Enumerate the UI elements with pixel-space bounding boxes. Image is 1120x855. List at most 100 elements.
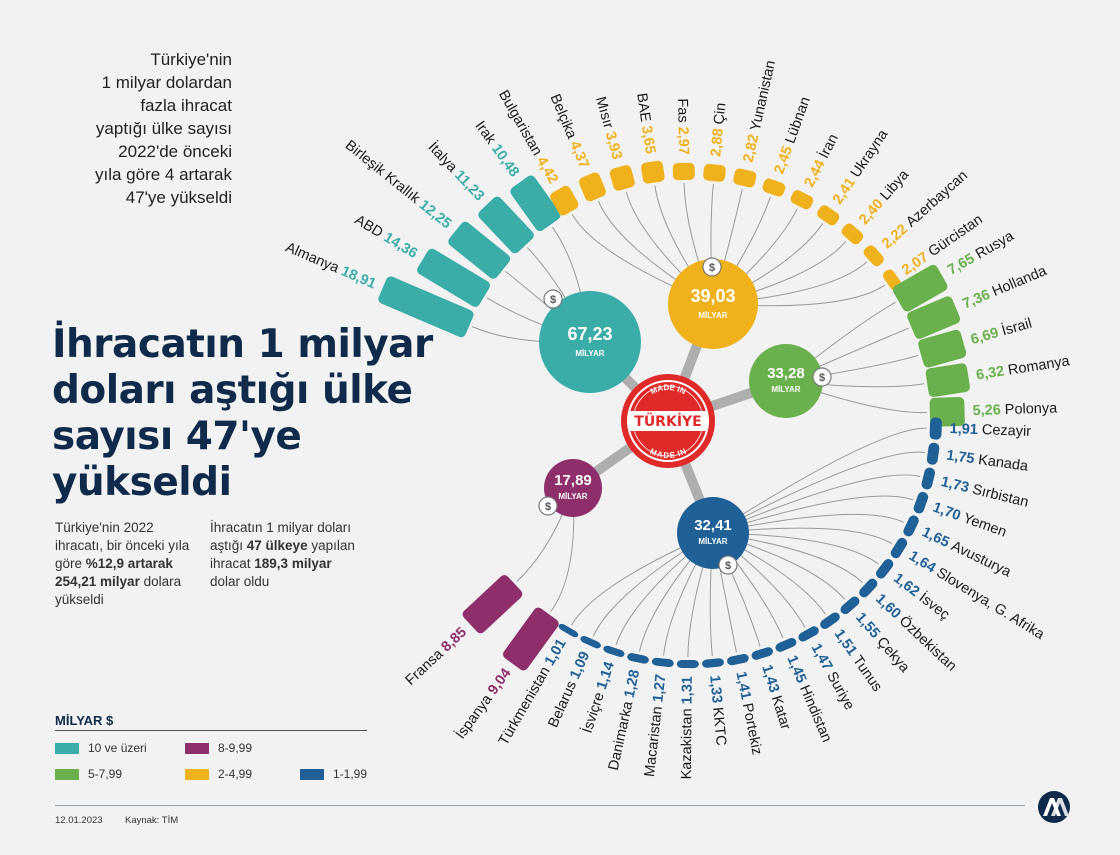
bar-country-label: Macaristan bbox=[642, 701, 666, 777]
top-note-line: yıla göre 4 artarak bbox=[94, 165, 232, 184]
group-total-unit: MİLYAR bbox=[558, 492, 587, 501]
bar bbox=[578, 172, 606, 202]
bar bbox=[892, 264, 948, 312]
bar-country-label: Portekiz bbox=[739, 702, 765, 757]
bar-country-label: Mısır bbox=[592, 95, 617, 134]
bar bbox=[751, 647, 773, 660]
bar bbox=[609, 165, 635, 191]
bar-label: 1,33 KKTC bbox=[706, 674, 729, 746]
bar-country-label: Çin bbox=[711, 102, 729, 125]
legend-swatch bbox=[185, 742, 209, 754]
page-title: İhracatın 1 milyar doları aştığı ülke sa… bbox=[52, 322, 452, 506]
bar bbox=[798, 626, 819, 642]
bar-value-label: 5,26 bbox=[972, 402, 1005, 419]
legend-item: 5-7,99 bbox=[55, 767, 122, 781]
bar-country-label: Fransa bbox=[402, 643, 449, 688]
group-total-circle bbox=[668, 259, 758, 349]
bar bbox=[651, 657, 674, 668]
bar-value-label: 1,41 bbox=[733, 670, 755, 705]
svg-text:$: $ bbox=[550, 294, 556, 306]
bar-label: 1,41 Portekiz bbox=[733, 670, 765, 756]
bar bbox=[859, 578, 878, 598]
bar-country-label: Rusya bbox=[973, 228, 1017, 263]
footer-date: 12.01.2023 bbox=[55, 815, 103, 826]
bar-value-label: 2,88 bbox=[708, 124, 727, 158]
country-count-note: İhracatın 1 milyar doları aştığı 47 ülke… bbox=[210, 520, 355, 589]
bar-value-label: 1,91 bbox=[949, 421, 982, 438]
bar-country-label: Belarus bbox=[545, 675, 581, 730]
bar bbox=[627, 653, 649, 664]
group-total-circle bbox=[544, 459, 602, 517]
bar bbox=[903, 515, 919, 537]
bar bbox=[558, 623, 579, 638]
bar-label: 6,69 İsrail bbox=[968, 314, 1033, 348]
bar-country-label: Belçika bbox=[547, 92, 581, 145]
bar bbox=[378, 276, 474, 338]
bar-group: 2,88 Çin bbox=[703, 102, 729, 182]
bar bbox=[478, 196, 534, 254]
bar-country-label: Azerbaycan bbox=[903, 168, 971, 231]
bar-value-label: 1,73 bbox=[939, 474, 974, 497]
bar bbox=[921, 467, 936, 490]
svg-text:$: $ bbox=[725, 560, 731, 572]
group-total-value: 67,23 bbox=[567, 324, 612, 344]
bar-country-label: Hollanda bbox=[990, 262, 1050, 299]
bar-value-label: 1,31 bbox=[679, 676, 695, 704]
bar-label: İtalya 11,23 bbox=[425, 138, 489, 204]
title-line: doları aştığı ülke bbox=[52, 368, 413, 413]
spoke-line bbox=[712, 474, 921, 534]
bar-value-label: 3,93 bbox=[602, 130, 625, 161]
bar-group: 1,33 KKTC bbox=[702, 658, 729, 746]
group-total: 32,41 MİLYAR bbox=[677, 497, 749, 569]
dollar-coin-icon: $ bbox=[812, 367, 832, 387]
bar-country-label: Slovenya, G. Afrika bbox=[934, 565, 1048, 644]
group-total: 39,03 MİLYAR bbox=[668, 259, 758, 349]
group-total: 67,23 MİLYAR bbox=[539, 291, 641, 393]
bar-value-label: 6,69 bbox=[969, 324, 1004, 348]
group-total-value: 39,03 bbox=[690, 286, 735, 306]
bar bbox=[820, 612, 840, 629]
bar bbox=[703, 163, 726, 182]
bar-label: Belçika 4,37 bbox=[547, 92, 592, 171]
bar bbox=[580, 636, 601, 649]
bar bbox=[926, 442, 940, 465]
legend-swatch bbox=[55, 742, 79, 754]
bar-value-label: 6,32 bbox=[975, 363, 1009, 384]
bar-country-label: Sırbistan bbox=[971, 481, 1030, 510]
bar-value-label: 2,82 bbox=[740, 129, 763, 164]
bar-value-label: 10,48 bbox=[488, 141, 522, 180]
bar-country-label: Suriye bbox=[823, 669, 857, 713]
bar bbox=[913, 491, 929, 514]
bar-label: 1,43 Katar bbox=[758, 663, 793, 732]
bar bbox=[603, 645, 625, 657]
dollar-coin-icon: $ bbox=[718, 555, 738, 575]
legend-swatch bbox=[300, 768, 324, 780]
group-total-unit: MİLYAR bbox=[575, 349, 604, 358]
bar-label: Macaristan 1,27 bbox=[642, 673, 669, 777]
group-total-unit: MİLYAR bbox=[771, 385, 800, 394]
bar-value-label: 12,25 bbox=[416, 197, 454, 232]
bar-label: Fas 2,97 bbox=[674, 98, 691, 155]
bar-label: 2,82 Yunanistan bbox=[740, 59, 779, 164]
bar-country-label: Polonya bbox=[1005, 400, 1059, 418]
bar bbox=[733, 168, 757, 188]
group-total-unit: MİLYAR bbox=[698, 537, 727, 546]
group-total-circle bbox=[539, 291, 641, 393]
badge-bottom-text: MADE IN bbox=[648, 447, 687, 460]
group-total: 33,28 MİLYAR bbox=[749, 344, 823, 418]
svg-text:$: $ bbox=[819, 372, 825, 384]
bar bbox=[672, 162, 695, 181]
bar-label: 1,75 Kanada bbox=[945, 447, 1030, 474]
group-total: 17,89 MİLYAR bbox=[544, 459, 602, 517]
bar-country-label: Hindistan bbox=[796, 683, 834, 745]
group-total-value: 33,28 bbox=[767, 365, 805, 382]
bar-country-label: Cezayir bbox=[982, 422, 1032, 440]
bar-country-label: İsrail bbox=[999, 314, 1033, 340]
legend-item: 8-9,99 bbox=[185, 741, 252, 755]
bar-value-label: 18,91 bbox=[339, 263, 379, 292]
svg-text:$: $ bbox=[709, 262, 715, 274]
footer-source: Kaynak: TİM bbox=[125, 815, 179, 826]
bar bbox=[790, 190, 814, 210]
bar-value-label: 1,43 bbox=[758, 663, 783, 699]
